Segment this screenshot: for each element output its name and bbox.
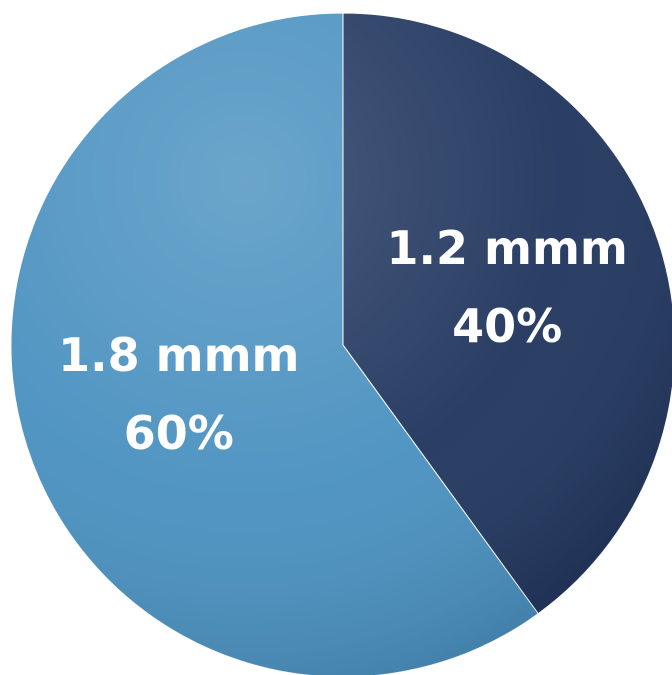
slice-value-label: 60% bbox=[124, 406, 234, 460]
slice-value-label: 40% bbox=[452, 299, 562, 353]
slice-label: 1.2 mmm bbox=[387, 221, 628, 275]
labels: 1.2 mmm 40% 1.8 mmm 60% bbox=[58, 221, 628, 460]
slice-label: 1.8 mmm bbox=[58, 328, 299, 382]
